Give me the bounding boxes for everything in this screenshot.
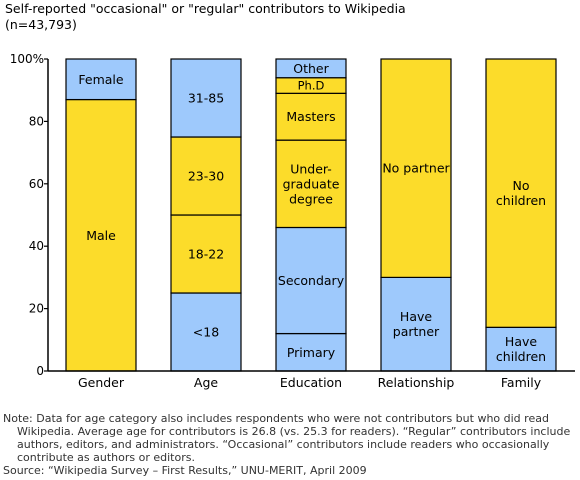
segment-label: 18-22 <box>188 247 224 262</box>
note-line: Note: Data for age category also include… <box>3 412 549 425</box>
y-axis: 0 20 40 60 80 100% <box>10 52 49 378</box>
bar-segment <box>275 332 347 372</box>
segment-label: No children <box>496 178 546 208</box>
stacked-bar-chart: 0 20 40 60 80 100% Male Female <18 18-22 23-30 31-… <box>10 52 575 390</box>
x-tick-label: Family <box>501 375 542 390</box>
bar-segment <box>170 58 242 138</box>
bar-segment <box>275 139 347 229</box>
segment-label: Primary <box>287 345 336 360</box>
source-line: Source: “Wikipedia Survey – First Result… <box>3 464 367 477</box>
segment-label: Masters <box>286 109 335 124</box>
bar-stack-gender: Male Female <box>65 58 137 372</box>
segment-label: No partner <box>382 161 450 176</box>
bar-segment <box>380 276 452 372</box>
x-tick-label: Education <box>280 375 342 390</box>
segment-label: Have children <box>496 334 546 364</box>
bar-stack-family: Have children No children <box>485 58 557 372</box>
bar-segment <box>485 58 557 328</box>
bar-segment <box>485 326 557 372</box>
y-tick-label: 20 <box>29 302 44 316</box>
bar-segment <box>275 92 347 141</box>
bar-stacks: Male Female <18 18-22 23-30 31-85 Primary Secon… <box>65 58 557 372</box>
x-tick-label: Age <box>194 375 218 390</box>
y-tick-label: 0 <box>36 364 44 378</box>
bar-stack-relationship: Have partner No partner <box>380 58 452 372</box>
y-tick-label: 40 <box>29 239 44 253</box>
segment-label: Other <box>293 61 329 76</box>
bar-segment <box>65 98 137 372</box>
bar-segment <box>170 136 242 216</box>
x-tick-label: Relationship <box>378 375 455 390</box>
bar-segment <box>275 58 347 79</box>
bar-stack-age: <18 18-22 23-30 31-85 <box>170 58 242 372</box>
note-line: authors, editors, and administrators. “O… <box>17 438 550 451</box>
x-axis: Gender Age Education Relationship Family <box>48 370 575 390</box>
bar-segment <box>275 226 347 335</box>
y-tick-label: 80 <box>29 114 44 128</box>
note-line: Wikipedia. Average age for contributors … <box>17 425 571 438</box>
segment-label: Secondary <box>278 273 345 288</box>
chart-title: Self-reported "occasional" or "regular" … <box>5 1 406 32</box>
segment-label: Ph.D <box>298 79 325 93</box>
segment-label: Have partner <box>393 309 440 339</box>
segment-label: <18 <box>193 325 219 340</box>
bar-stack-education: Primary Secondary Under-graduate degree Mast… <box>275 58 347 372</box>
bar-segment <box>65 58 137 101</box>
segment-label: Under-graduate degree <box>283 161 340 206</box>
x-tick-label: Gender <box>78 375 125 390</box>
bar-segment <box>380 58 452 278</box>
segment-label: Male <box>86 228 116 243</box>
y-tick-label: 100% <box>10 52 44 66</box>
segment-label: 23-30 <box>188 169 224 184</box>
bar-segment <box>170 214 242 294</box>
y-tick-label: 60 <box>29 177 44 191</box>
chart-notes: Note: Data for age category also include… <box>3 412 577 477</box>
segment-label: Female <box>78 72 124 87</box>
note-line: contribute as authors or editors. <box>17 451 195 464</box>
segment-label: 31-85 <box>188 91 224 106</box>
